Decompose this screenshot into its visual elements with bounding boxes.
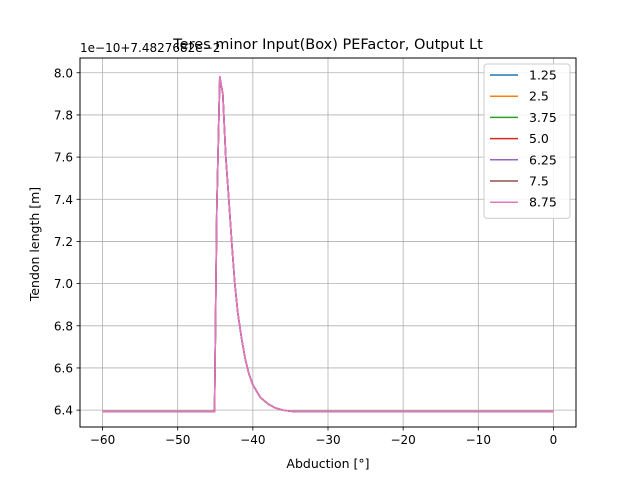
chart-title: Teres minor Input(Box) PEFactor, Output … [172,37,483,53]
y-offset-label: 1e−10+7.4827682e−2 [80,41,220,55]
y-tick-label: 7.0 [54,277,73,291]
y-tick-label: 7.6 [54,151,73,165]
x-tick-label: −30 [315,433,340,447]
x-tick-label: 0 [550,433,558,447]
x-tick-label: −40 [240,433,265,447]
y-tick-label: 7.2 [54,235,73,249]
legend: 1.25 2.5 3.75 5.0 6.25 7.5 8.75 [483,63,571,219]
tick-layer: −60 −50 −40 −30 −20 −10 0 6.4 6.6 6.8 7.0 7.2 7.4 7.6… [54,66,557,447]
legend-label: 8.75 [529,195,557,210]
y-tick-label: 6.8 [54,319,73,333]
x-axis-label: Abduction [°] [286,456,369,471]
legend-label: 6.25 [529,152,557,167]
x-tick-label: −20 [390,433,415,447]
x-tick-label: −50 [165,433,190,447]
legend-label: 3.75 [529,110,557,125]
legend-box [483,63,571,219]
legend-label: 2.5 [529,89,549,104]
y-tick-label: 7.8 [54,108,73,122]
legend-label: 5.0 [529,131,549,146]
x-tick-label: −60 [90,433,115,447]
series-layer [102,76,554,413]
x-tick-label: −10 [466,433,491,447]
y-axis-label: Tendon length [m] [27,187,42,302]
y-tick-label: 6.4 [54,404,73,418]
y-tick-label: 7.4 [54,193,73,207]
grid-layer [80,58,576,427]
y-tick-label: 8.0 [54,66,73,80]
series-line-8.75 [102,76,554,413]
legend-label: 1.25 [529,68,557,83]
y-tick-label: 6.6 [54,361,73,375]
legend-label: 7.5 [529,174,549,189]
